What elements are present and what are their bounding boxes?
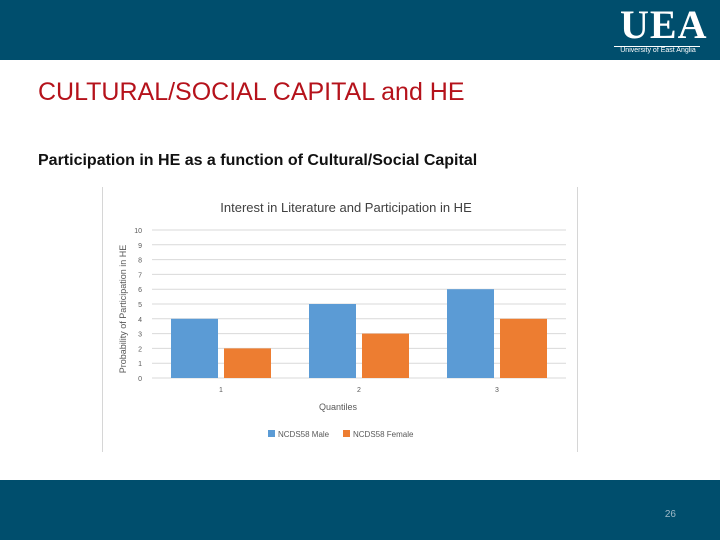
bar-series-1 (171, 318, 218, 378)
y-tick-label: 2 (138, 346, 142, 353)
bar-series-2 (224, 348, 271, 378)
chart-frame: Interest in Literature and Participation… (102, 187, 578, 452)
y-tick-label: 9 (138, 243, 142, 250)
y-tick-label: 5 (138, 302, 142, 309)
x-axis-label: Quantiles (319, 402, 358, 412)
x-tick-label: 1 (219, 387, 223, 394)
bar-chart: Interest in Literature and Participation… (118, 200, 566, 439)
legend-label-2: NCDS58 Female (353, 430, 414, 439)
bar-series-2 (362, 333, 409, 378)
page-number: 26 (664, 509, 676, 520)
y-tick-label: 6 (138, 287, 142, 294)
top-bar: UEA University of East Anglia (0, 0, 720, 60)
slide-title: CULTURAL/SOCIAL CAPITAL and HE (38, 78, 465, 106)
slide-subtitle: Participation in HE as a function of Cul… (38, 152, 478, 169)
legend-label-1: NCDS58 Male (278, 430, 330, 439)
y-tick-label: 1 (138, 361, 142, 368)
bar-series-2 (500, 318, 547, 378)
y-tick-label: 4 (138, 317, 142, 324)
legend-swatch-2 (343, 430, 350, 437)
bottom-bar: 26 (0, 480, 720, 540)
chart-title: Interest in Literature and Participation… (220, 200, 472, 215)
logo-divider (614, 46, 700, 47)
legend-swatch-1 (268, 430, 275, 437)
logo-subtitle: University of East Anglia (620, 47, 696, 54)
y-tick-label: 7 (138, 272, 142, 279)
x-tick-label: 3 (495, 387, 499, 394)
y-axis-label: Probability of Participation in HE (118, 245, 128, 374)
y-tick-label: 3 (138, 332, 142, 339)
bar-series-1 (447, 289, 494, 378)
x-tick-label: 2 (357, 387, 361, 394)
y-tick-label: 8 (138, 258, 142, 265)
uea-logo: UEA University of East Anglia (610, 4, 706, 54)
bar-series-1 (309, 304, 356, 378)
logo-mark: UEA (620, 2, 708, 47)
y-tick-label: 0 (138, 376, 142, 383)
y-tick-label: 10 (134, 228, 142, 235)
